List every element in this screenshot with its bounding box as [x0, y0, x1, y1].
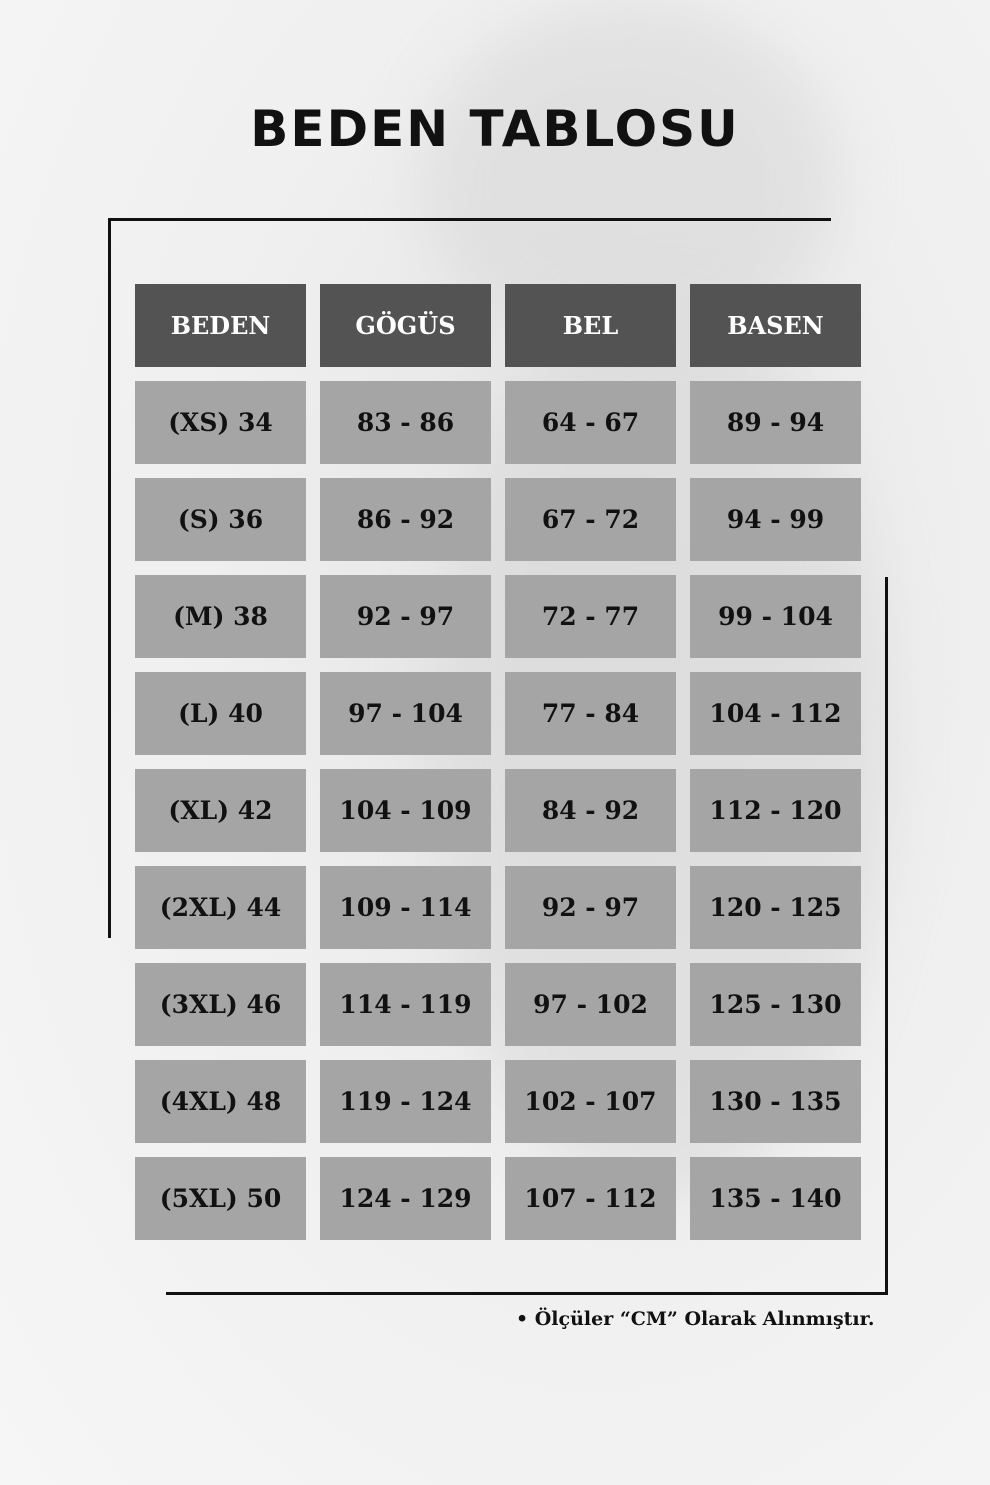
column-header: BEDEN: [135, 284, 306, 367]
table-cell: 92 - 97: [320, 575, 491, 658]
page-title: BEDEN TABLOSU: [250, 100, 740, 158]
table-cell: 86 - 92: [320, 478, 491, 561]
table-cell: 135 - 140: [690, 1157, 861, 1240]
frame-bottom-line: [166, 1292, 888, 1295]
column-header: BEL: [505, 284, 676, 367]
table-cell: 94 - 99: [690, 478, 861, 561]
table-cell: 104 - 112: [690, 672, 861, 755]
table-cell: (XL) 42: [135, 769, 306, 852]
table-cell: 92 - 97: [505, 866, 676, 949]
table-cell: 130 - 135: [690, 1060, 861, 1143]
table-cell: (XS) 34: [135, 381, 306, 464]
column-header: GÖGÜS: [320, 284, 491, 367]
table-cell: 112 - 120: [690, 769, 861, 852]
table-cell: (L) 40: [135, 672, 306, 755]
table-cell: 99 - 104: [690, 575, 861, 658]
table-cell: 107 - 112: [505, 1157, 676, 1240]
column-header: BASEN: [690, 284, 861, 367]
table-cell: 89 - 94: [690, 381, 861, 464]
table-cell: 114 - 119: [320, 963, 491, 1046]
table-cell: 124 - 129: [320, 1157, 491, 1240]
table-cell: 67 - 72: [505, 478, 676, 561]
table-cell: 104 - 109: [320, 769, 491, 852]
frame-top-line: [110, 218, 831, 221]
table-cell: 97 - 102: [505, 963, 676, 1046]
table-cell: 125 - 130: [690, 963, 861, 1046]
table-cell: 83 - 86: [320, 381, 491, 464]
table-cell: 109 - 114: [320, 866, 491, 949]
table-cell: 102 - 107: [505, 1060, 676, 1143]
table-cell: 72 - 77: [505, 575, 676, 658]
frame-right-line: [885, 577, 888, 1295]
frame-left-line: [108, 218, 111, 938]
table-cell: (4XL) 48: [135, 1060, 306, 1143]
table-cell: 120 - 125: [690, 866, 861, 949]
table-cell: 84 - 92: [505, 769, 676, 852]
table-cell: 64 - 67: [505, 381, 676, 464]
table-cell: (5XL) 50: [135, 1157, 306, 1240]
measurement-note: • Ölçüler “CM” Olarak Alınmıştır.: [516, 1308, 875, 1330]
table-cell: 97 - 104: [320, 672, 491, 755]
table-cell: (2XL) 44: [135, 866, 306, 949]
table-cell: (M) 38: [135, 575, 306, 658]
table-cell: 119 - 124: [320, 1060, 491, 1143]
table-cell: (S) 36: [135, 478, 306, 561]
table-cell: 77 - 84: [505, 672, 676, 755]
table-cell: (3XL) 46: [135, 963, 306, 1046]
